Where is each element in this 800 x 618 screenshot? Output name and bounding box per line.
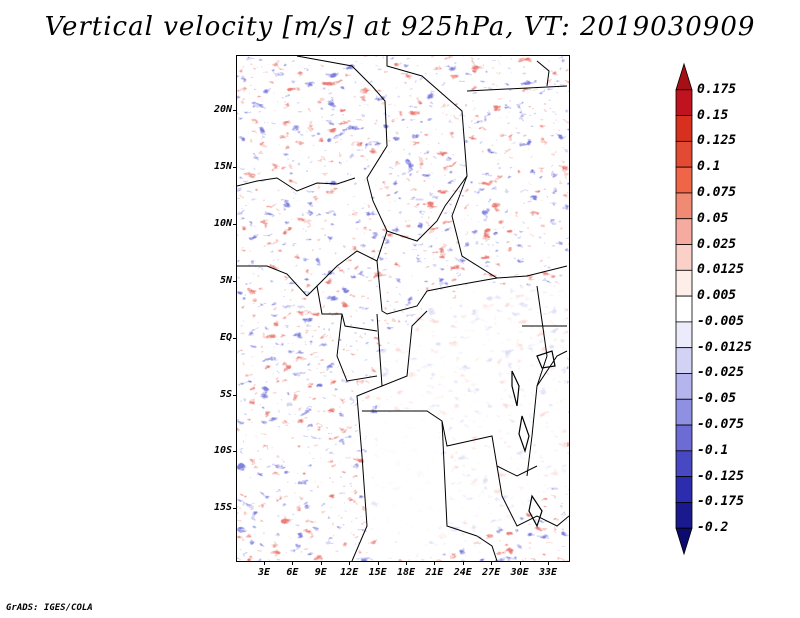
lakes-outline xyxy=(511,350,556,528)
longitude-label: 9E xyxy=(314,567,327,578)
colorbar-segment xyxy=(675,476,693,503)
chart-title: Vertical velocity [m/s] at 925hPa, VT: 2… xyxy=(44,12,756,42)
latitude-tick xyxy=(233,395,237,396)
colorbar-segment xyxy=(675,115,693,142)
colorbar-label: 0.15 xyxy=(697,107,729,123)
longitude-tick xyxy=(406,561,407,565)
longitude-tick xyxy=(519,561,521,565)
colorbar-segment xyxy=(675,269,693,297)
colorbar-bottom-arrow xyxy=(675,527,693,556)
colorbar-label: 0.005 xyxy=(697,288,737,304)
longitude-tick xyxy=(292,561,294,565)
longitude-tick xyxy=(349,561,351,565)
colorbar-segment xyxy=(675,192,693,220)
latitude-label: 10S xyxy=(213,445,232,456)
colorbar-segment xyxy=(675,398,693,426)
colorbar-label: 0.125 xyxy=(697,133,737,149)
vertical-velocity-field xyxy=(237,56,569,561)
longitude-label: 21E xyxy=(425,567,444,578)
colorbar-label: 0.175 xyxy=(697,81,737,97)
latitude-label: 15N xyxy=(213,161,232,172)
longitude-label: 12E xyxy=(340,567,359,578)
footer-credit: GrADS: IGES/COLA xyxy=(6,603,93,613)
colorbar-segment xyxy=(675,295,693,323)
colorbar-label: 0.0125 xyxy=(697,262,744,278)
colorbar-segment xyxy=(675,450,693,478)
longitude-label: 33E xyxy=(538,567,558,578)
colorbar-label: 0.1 xyxy=(697,159,721,175)
colorbar-segment xyxy=(675,218,693,245)
colorbar-label: -0.0125 xyxy=(697,339,752,355)
colorbar-label: -0.2 xyxy=(697,520,729,536)
longitude-label: 3E xyxy=(257,567,271,578)
colorbar xyxy=(675,62,693,556)
colorbar-label: 0.075 xyxy=(697,184,737,200)
latitude-label: 10N xyxy=(213,218,232,229)
colorbar-segment xyxy=(675,424,693,452)
colorbar-segment xyxy=(675,502,693,529)
latitude-label: 15S xyxy=(213,502,232,513)
latitude-tick xyxy=(233,508,237,509)
country-boundaries xyxy=(237,56,569,561)
colorbar-segment xyxy=(675,373,693,400)
longitude-tick xyxy=(462,561,464,565)
longitude-label: 27E xyxy=(482,567,501,578)
longitude-tick xyxy=(434,561,436,565)
longitude-tick xyxy=(548,561,549,565)
latitude-tick xyxy=(233,110,237,111)
longitude-label: 6E xyxy=(286,567,299,578)
longitude-label: 30E xyxy=(510,567,529,578)
longitude-tick xyxy=(264,561,265,565)
latitude-label: 20N xyxy=(213,104,232,115)
longitude-tick xyxy=(320,561,322,565)
colorbar-label: -0.005 xyxy=(697,313,744,329)
colorbar-label: -0.1 xyxy=(697,442,729,458)
latitude-tick xyxy=(233,338,237,339)
latitude-label: 5N xyxy=(219,275,232,286)
longitude-label: 15E xyxy=(368,567,387,578)
colorbar-segment xyxy=(675,244,693,271)
latitude-label: 5S xyxy=(219,389,232,400)
latitude-tick xyxy=(233,224,237,225)
latitude-tick xyxy=(233,281,237,282)
colorbar-label: 0.05 xyxy=(697,210,729,226)
colorbar-top-arrow xyxy=(675,62,693,91)
colorbar-label: -0.025 xyxy=(697,365,744,381)
latitude-tick xyxy=(233,451,237,452)
colorbar-label: -0.125 xyxy=(697,468,744,484)
longitude-label: 24E xyxy=(453,567,472,578)
colorbar-segment xyxy=(675,166,693,194)
colorbar-label: -0.05 xyxy=(697,391,737,407)
colorbar-segment xyxy=(675,89,693,116)
longitude-tick xyxy=(491,561,493,565)
colorbar-label: 0.025 xyxy=(697,236,737,252)
latitude-tick xyxy=(233,167,237,168)
colorbar-segment xyxy=(675,140,693,168)
longitude-tick xyxy=(377,561,379,565)
map-panel xyxy=(236,55,570,562)
colorbar-label: -0.175 xyxy=(697,494,744,510)
colorbar-segment xyxy=(675,347,693,374)
colorbar-segment xyxy=(675,321,693,349)
latitude-label: EQ xyxy=(219,332,232,343)
longitude-label: 18E xyxy=(396,567,416,578)
colorbar-label: -0.075 xyxy=(697,417,744,433)
